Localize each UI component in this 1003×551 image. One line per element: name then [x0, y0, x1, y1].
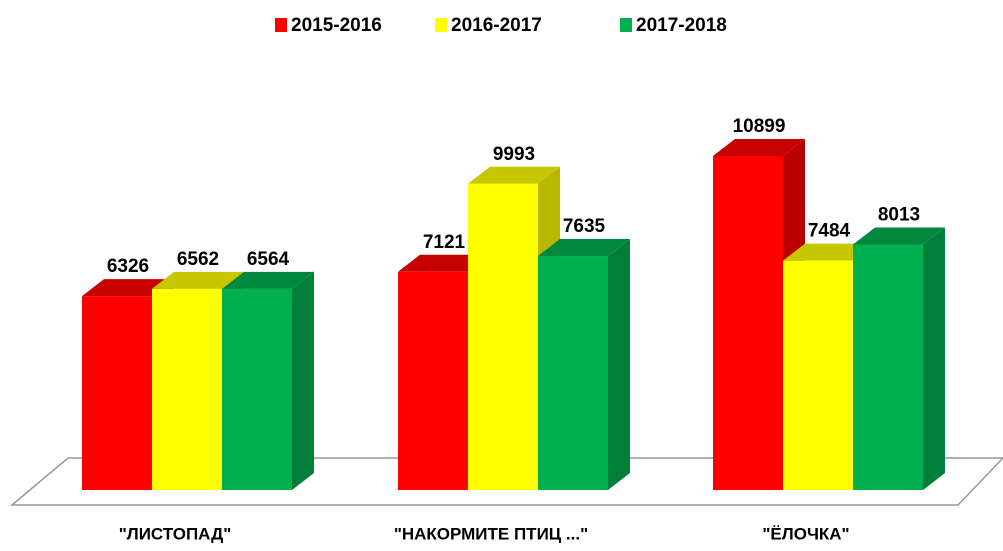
floor	[9, 457, 1003, 506]
bar-top	[398, 254, 490, 272]
category-label: "ЛИСТОПАД"	[119, 524, 232, 543]
bar-top	[82, 279, 174, 297]
bar-top	[783, 243, 875, 261]
bar	[713, 156, 783, 490]
value-label: 6564	[247, 249, 290, 270]
bar-top	[468, 166, 560, 184]
bar	[468, 183, 538, 490]
bar	[152, 288, 222, 490]
bar-side	[923, 227, 945, 490]
bar-top	[152, 271, 244, 289]
bar	[398, 271, 468, 490]
value-label: 6326	[107, 256, 149, 277]
category-label: "НАКОРМИТЕ ПТИЦ ..."	[394, 524, 588, 543]
value-label: 6562	[177, 249, 219, 270]
bar	[82, 296, 152, 490]
bar	[853, 244, 923, 490]
legend-label: 2015-2016	[291, 15, 382, 36]
category-label: "ЁЛОЧКА"	[762, 524, 849, 543]
bar	[538, 256, 608, 490]
legend-label: 2016-2017	[451, 15, 542, 36]
bar-top	[538, 239, 630, 257]
value-label: 7121	[423, 232, 466, 253]
legend-label: 2017-2018	[636, 15, 727, 36]
value-label: 8013	[878, 204, 920, 225]
legend-swatch	[435, 18, 447, 32]
value-label: 9993	[493, 144, 535, 165]
value-label: 7484	[808, 221, 851, 242]
legend-swatch	[620, 18, 632, 32]
bar	[222, 288, 292, 490]
bar-side	[608, 239, 630, 490]
bar-top	[713, 139, 805, 156]
bar-top	[853, 227, 945, 245]
legend-swatch	[275, 18, 287, 32]
bar	[783, 260, 853, 490]
bar-top	[222, 271, 314, 289]
value-label: 7635	[563, 216, 606, 237]
bar-side	[292, 271, 314, 490]
value-label: 10899	[733, 116, 786, 137]
